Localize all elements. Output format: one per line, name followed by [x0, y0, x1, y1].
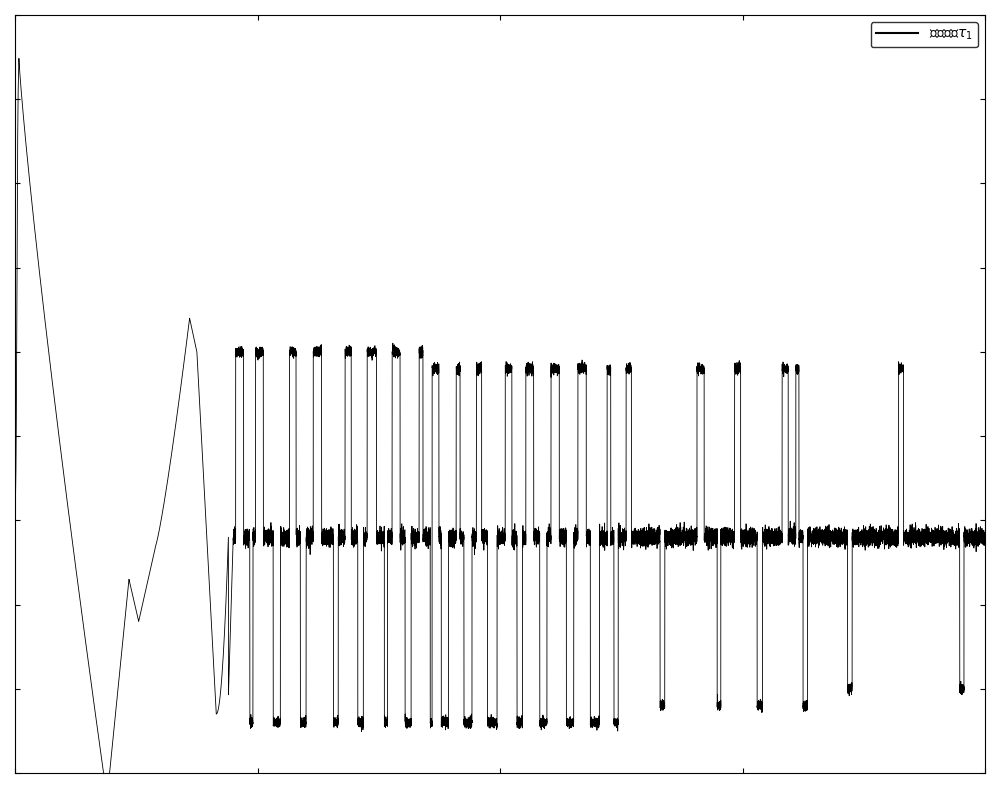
Legend: 左轮力矩$\tau_1$: 左轮力矩$\tau_1$: [871, 22, 978, 47]
